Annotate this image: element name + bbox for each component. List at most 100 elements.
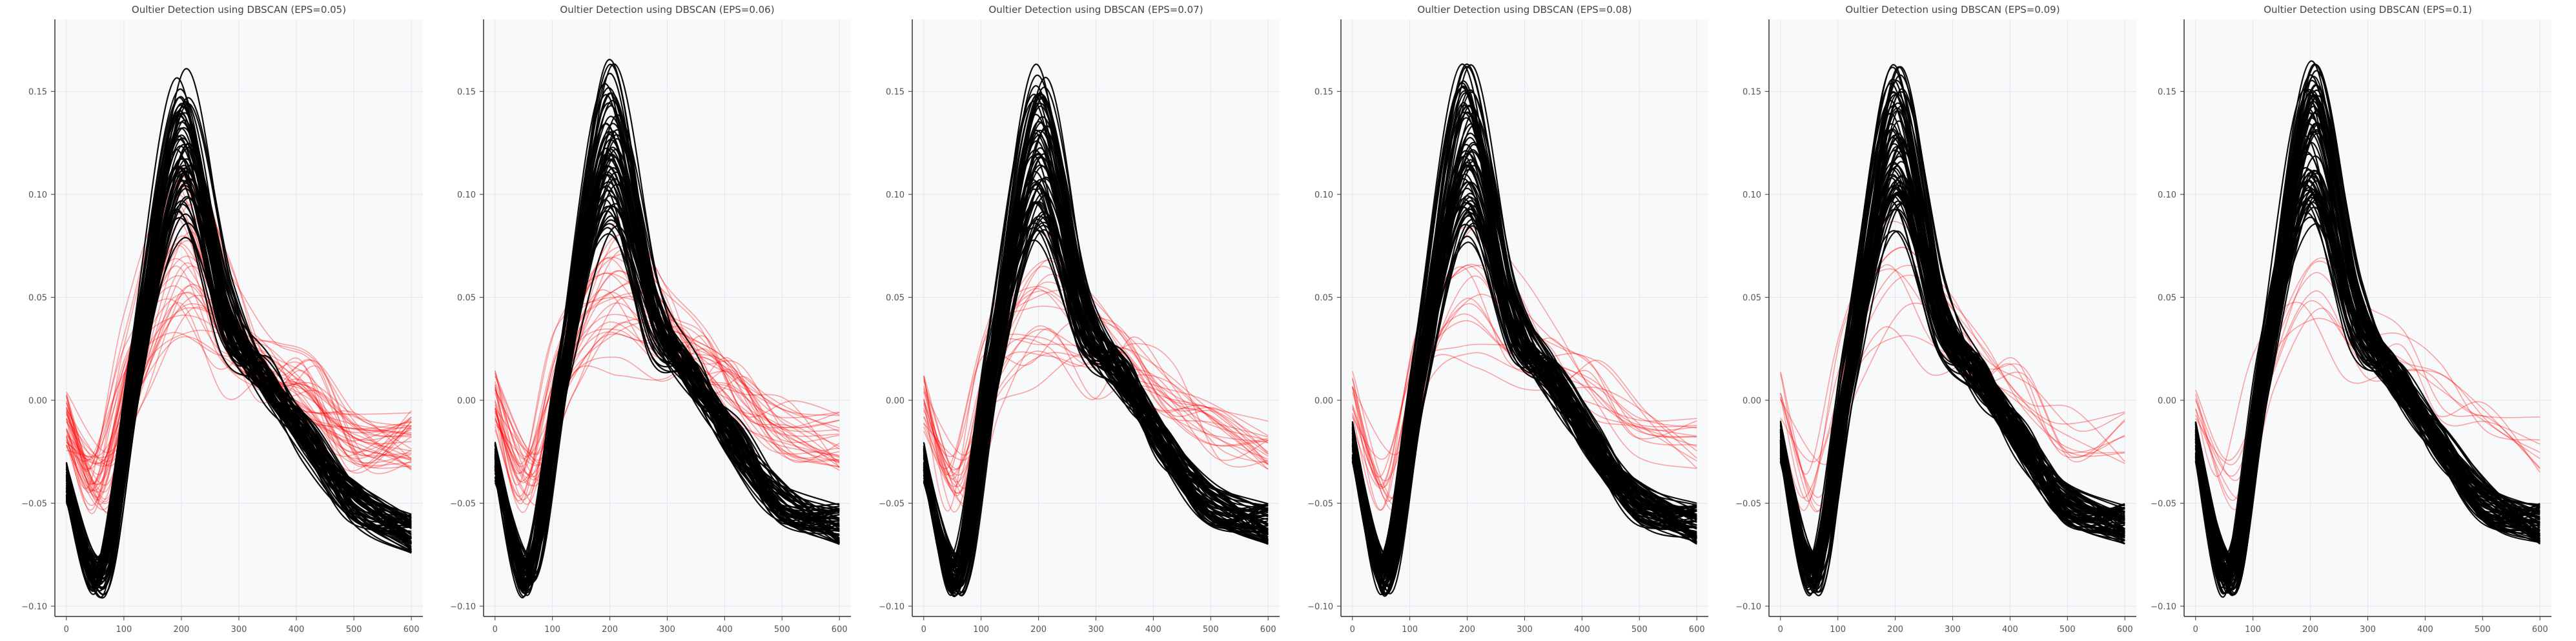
y-tick-label: −0.10	[1735, 602, 1761, 612]
chart-title: Oultier Detection using DBSCAN (EPS=0.08…	[1417, 4, 1631, 15]
series-group	[923, 63, 1269, 598]
y-tick-label: 0.05	[1314, 294, 1333, 303]
y-tick-label: 0.10	[1743, 190, 1761, 200]
y-tick-label: −0.05	[879, 500, 905, 509]
chart-panel-4: 0 100 200 300 400 500 600 −0.10 −0.05 0.00 0.05 0.1…	[1307, 4, 1708, 635]
outlier-series-line	[495, 289, 840, 474]
x-tick-label: 300	[1517, 625, 1533, 635]
y-tick-label: 0.10	[28, 190, 47, 200]
inlier-series-line	[923, 94, 1269, 560]
series-group	[494, 59, 841, 598]
outlier-series-line	[66, 336, 412, 457]
inlier-series-line	[1351, 85, 1697, 582]
x-tick-label: 600	[404, 625, 420, 635]
x-tick-label: 100	[973, 625, 989, 635]
y-tick-label: 0.00	[886, 396, 905, 406]
y-tick-label: 0.05	[886, 294, 905, 303]
x-tick-label: 200	[2302, 625, 2318, 635]
y-tick-label: 0.10	[1314, 190, 1333, 200]
x-tick-label: 100	[1402, 625, 1418, 635]
y-tick-label: 0.10	[886, 190, 905, 200]
x-tick-label: 200	[1887, 625, 1903, 635]
x-tick-label: 600	[832, 625, 848, 635]
outlier-series-line	[495, 356, 840, 487]
inlier-series-line	[2194, 74, 2540, 584]
x-tick-label: 100	[544, 625, 560, 635]
x-tick-label: 300	[2360, 625, 2376, 635]
outlier-series-line	[923, 321, 1269, 476]
inlier-series-line	[1351, 181, 1697, 588]
outlier-series-line	[1352, 266, 1697, 485]
outlier-series-line	[2195, 300, 2540, 461]
inlier-series-line	[494, 147, 840, 590]
y-tick-label: 0.10	[2158, 190, 2176, 200]
outlier-series-line	[66, 285, 412, 471]
inlier-series-line	[65, 165, 412, 578]
outlier-series-line	[923, 290, 1269, 487]
inlier-series-line	[2194, 111, 2540, 576]
outlier-series-line	[1352, 303, 1697, 502]
outlier-series-line	[66, 242, 412, 485]
x-tick-label: 500	[1203, 625, 1219, 635]
outlier-series-line	[66, 285, 412, 470]
y-tick-label: 0.15	[1314, 88, 1333, 97]
outlier-series-line	[923, 325, 1269, 483]
y-tick-label: 0.05	[1743, 294, 1761, 303]
chart-panel-3: 0 100 200 300 400 500 600 −0.10 −0.05 0.00 0.05 0.1…	[879, 4, 1280, 635]
inlier-series-line	[65, 213, 412, 571]
outlier-series-line	[66, 332, 412, 462]
outlier-series-line	[495, 270, 840, 487]
x-tick-label: 100	[2245, 625, 2261, 635]
chart-panel-6: 0 100 200 300 400 500 600 −0.10 −0.05 0.00 0.05 0.1…	[2151, 4, 2551, 635]
y-tick-label: −0.05	[1307, 500, 1333, 509]
inlier-series-line	[494, 206, 840, 582]
y-tick-label: 0.00	[457, 396, 476, 406]
outlier-series-line	[1352, 338, 1697, 478]
outlier-series-line	[1780, 264, 2125, 511]
y-tick-label: 0.05	[28, 294, 47, 303]
y-tick-label: 0.15	[1743, 88, 1761, 97]
y-tick-label: −0.10	[450, 602, 476, 612]
x-tick-label: 600	[1260, 625, 1276, 635]
outlier-series-line	[495, 296, 840, 485]
x-tick-label: 100	[116, 625, 132, 635]
series-group	[1779, 64, 2125, 596]
y-tick-label: 0.00	[1743, 396, 1761, 406]
x-tick-label: 0	[493, 625, 498, 635]
y-tick-label: 0.00	[2158, 396, 2176, 406]
outlier-series-line	[495, 321, 840, 500]
inlier-series-line	[2194, 171, 2540, 591]
outlier-series-line	[923, 329, 1269, 513]
outlier-series-line	[923, 346, 1269, 476]
y-tick-label: −0.10	[2151, 602, 2176, 612]
x-tick-label: 400	[2002, 625, 2018, 635]
inlier-series-line	[65, 116, 412, 578]
inlier-series-line	[923, 85, 1269, 583]
inlier-series-line	[494, 174, 840, 567]
y-tick-label: 0.00	[1314, 396, 1333, 406]
outlier-series-line	[495, 333, 840, 482]
inlier-series-line	[923, 114, 1269, 593]
chart-title: Oultier Detection using DBSCAN (EPS=0.07…	[988, 4, 1203, 15]
outlier-series-line	[495, 322, 840, 505]
inlier-series-line	[65, 167, 412, 592]
outlier-series-line	[1352, 313, 1697, 511]
chart-panel-5: 0 100 200 300 400 500 600 −0.10 −0.05 0.00 0.05 0.1…	[1735, 4, 2136, 635]
outlier-series-line	[66, 292, 412, 493]
inlier-series-line	[923, 154, 1269, 589]
inlier-series-line	[1351, 174, 1697, 589]
x-tick-label: 400	[1574, 625, 1590, 635]
inlier-series-line	[923, 164, 1269, 576]
outlier-series-line	[66, 265, 412, 506]
chart-title: Oultier Detection using DBSCAN (EPS=0.1)	[2264, 4, 2472, 15]
x-tick-label: 400	[1145, 625, 1161, 635]
inlier-series-line	[2194, 100, 2540, 591]
outlier-series-line	[66, 245, 412, 485]
outlier-series-line	[923, 305, 1269, 512]
outlier-series-line	[1352, 298, 1697, 482]
x-tick-label: 400	[289, 625, 305, 635]
y-tick-label: 0.10	[457, 190, 476, 200]
x-tick-label: 200	[1030, 625, 1047, 635]
inlier-series-line	[1779, 190, 2125, 590]
